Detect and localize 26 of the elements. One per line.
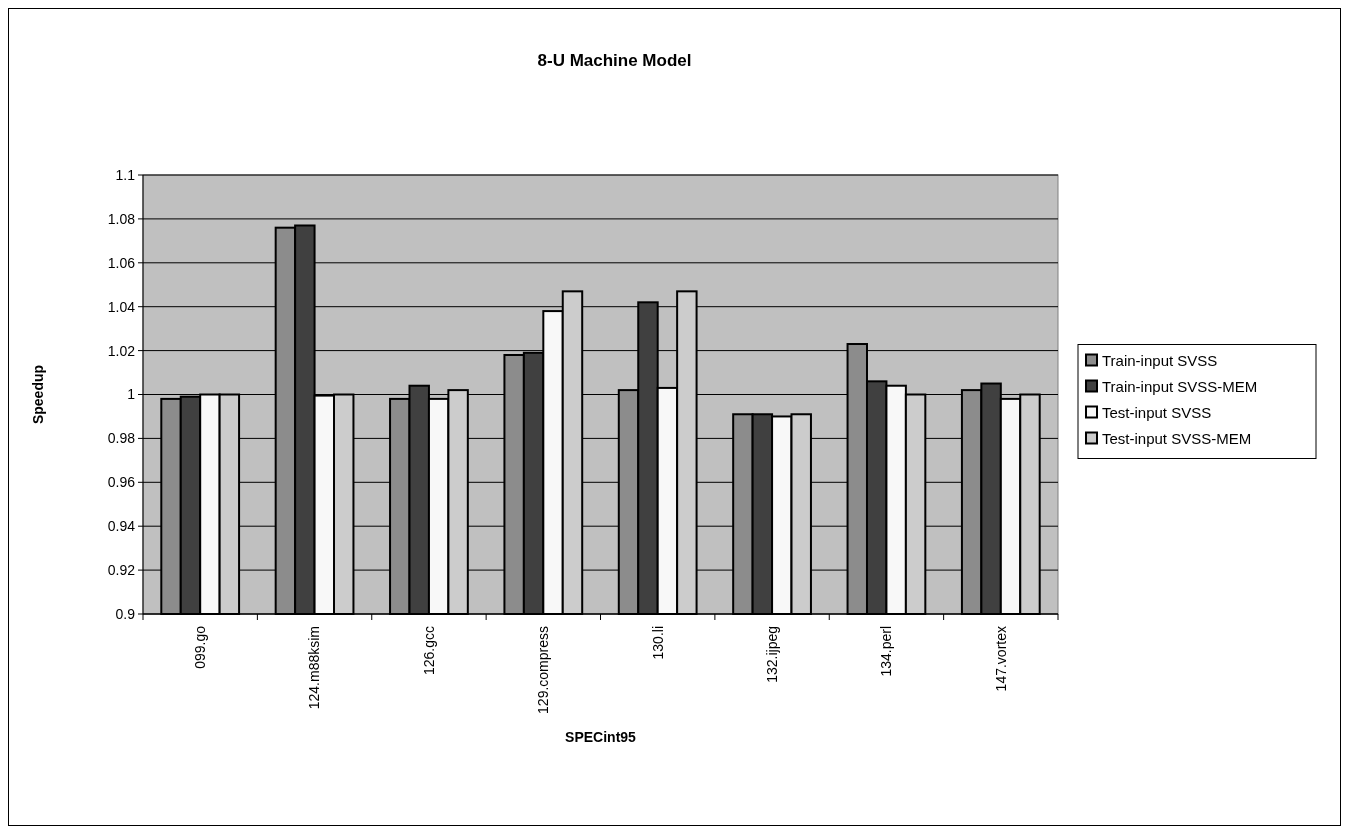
legend-label: Test-input SVSS	[1102, 403, 1212, 421]
legend-label: Train-input SVSS	[1102, 351, 1218, 369]
legend-label: Train-input SVSS-MEM	[1102, 377, 1258, 395]
y-tick-label: 1.04	[107, 298, 136, 315]
x-axis-title: SPECint95	[565, 729, 637, 745]
y-tick-label: 1.1	[115, 166, 136, 183]
y-tick-label: 0.9	[115, 605, 136, 622]
x-tick-label: 126.gcc	[420, 626, 437, 676]
x-tick-label: 124.m88ksim	[306, 626, 323, 710]
x-tick-label: 147.vortex	[992, 626, 1009, 692]
x-tick-label: 134.perl	[878, 626, 895, 677]
y-tick-label: 1.08	[107, 210, 136, 227]
x-tick-label: 129.compress	[535, 626, 552, 714]
y-axis-title: Speedup	[30, 364, 46, 425]
x-tick-label: 132.ijpeg	[763, 626, 780, 683]
x-tick-label: 130.li	[649, 626, 666, 660]
y-tick-label: 1.06	[107, 254, 136, 271]
y-tick-label: 1	[127, 386, 136, 403]
y-tick-label: 0.92	[107, 562, 136, 578]
y-tick-label: 0.94	[107, 518, 136, 535]
y-tick-label: 0.96	[107, 474, 136, 491]
x-tick-label: 099.go	[192, 625, 209, 669]
y-tick-label: 0.98	[107, 430, 136, 447]
chart-title: 8-U Machine Model	[537, 51, 692, 70]
legend-label: Test-input SVSS-MEM	[1102, 429, 1252, 447]
y-tick-label: 1.02	[107, 342, 136, 359]
